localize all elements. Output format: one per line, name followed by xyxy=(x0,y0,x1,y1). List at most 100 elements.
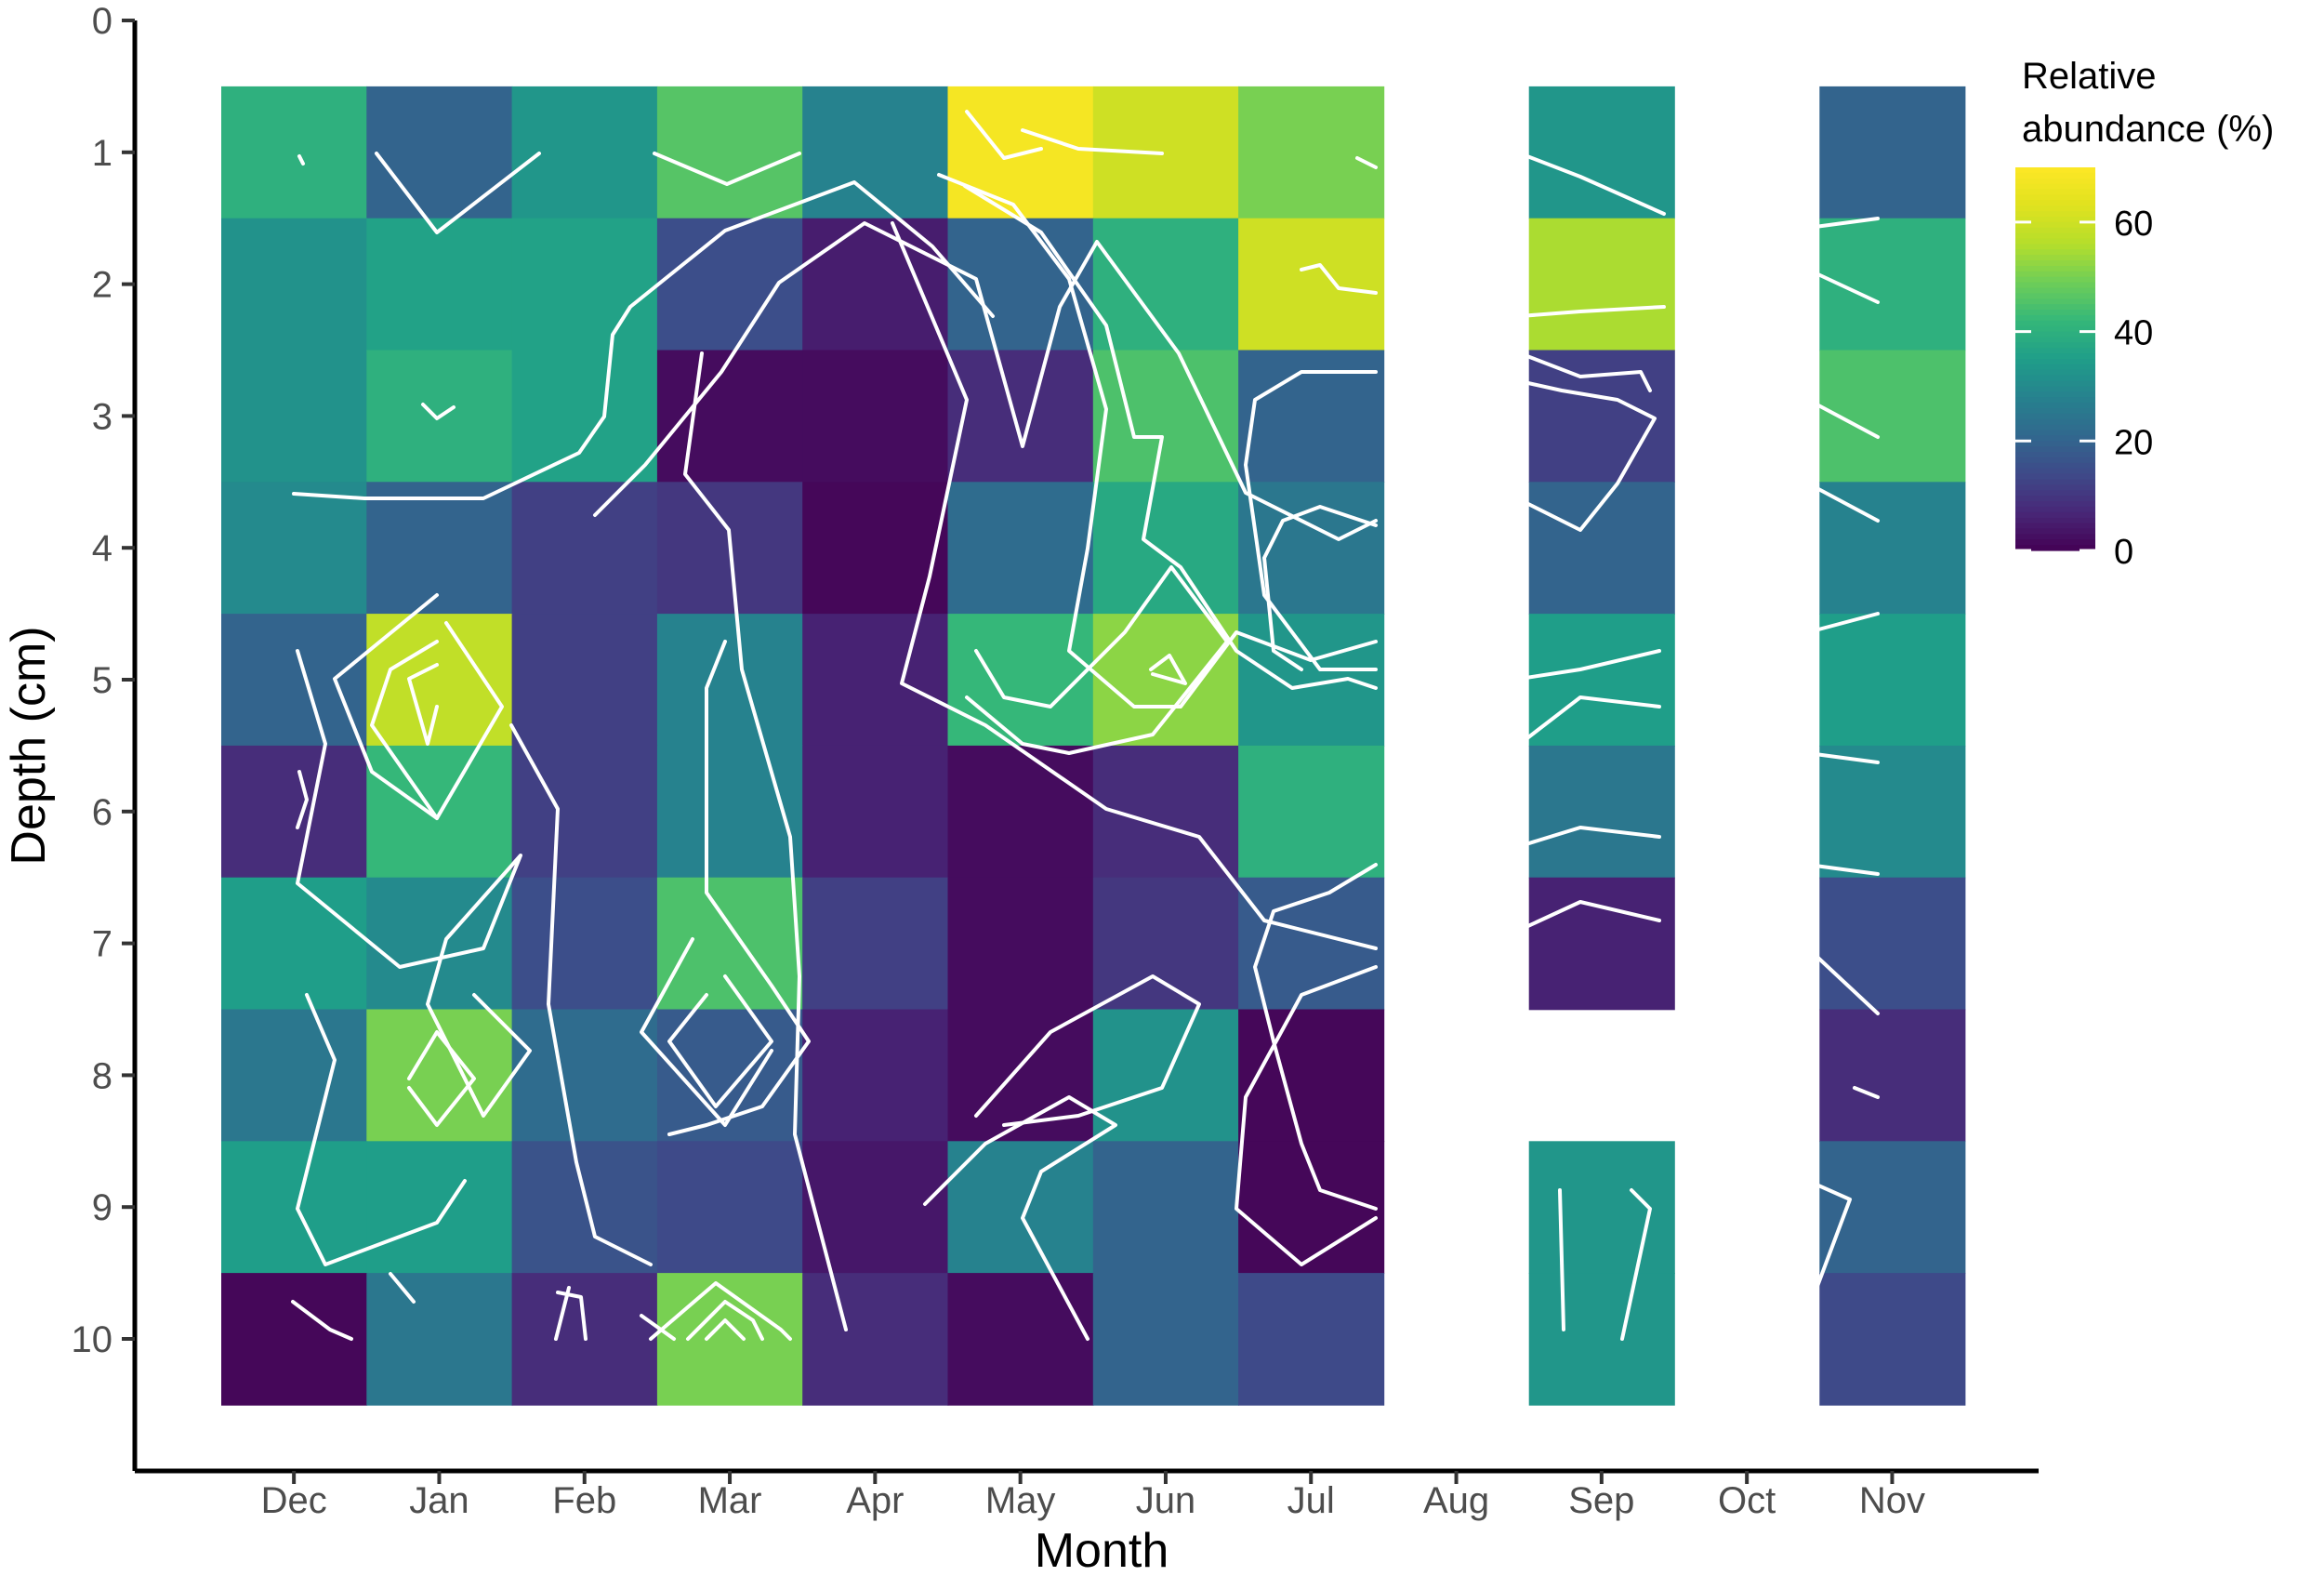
colorbar-segment xyxy=(2015,189,2095,196)
heatmap-cells xyxy=(221,86,1966,1406)
colorbar-segment xyxy=(2015,484,2095,491)
contour-line xyxy=(1235,965,1378,1266)
y-tick-label: 4 xyxy=(92,528,112,569)
x-axis-title: Month xyxy=(1035,1524,1169,1576)
legend-title-line1: Relative xyxy=(2022,56,2157,97)
colorbar-segment xyxy=(2015,320,2095,327)
x-tick-label: Dec xyxy=(261,1480,327,1521)
heatmap-cell xyxy=(1819,1009,1966,1143)
colorbar-tick-label: 40 xyxy=(2114,314,2153,353)
heatmap-cell xyxy=(1528,745,1675,879)
contour-line xyxy=(1518,379,1657,532)
heatmap-cell xyxy=(1238,1141,1385,1274)
heatmap-cell xyxy=(221,745,368,879)
heatmap-cell xyxy=(511,1009,658,1143)
colorbar-segment xyxy=(2015,441,2095,447)
contour-line xyxy=(1853,1086,1880,1099)
colorbar-segment xyxy=(2015,348,2095,354)
contour-line xyxy=(1518,900,1661,932)
heatmap-cell xyxy=(947,614,1094,747)
x-axis-ticks: Dec Jan Feb Mar Apr May Jun Jul Aug Sep Oct Nov xyxy=(261,1471,1925,1521)
heatmap-cell xyxy=(221,218,368,351)
colorbar-segment xyxy=(2015,172,2095,179)
contour-line xyxy=(370,621,504,820)
y-tick-label: 6 xyxy=(92,792,112,833)
colorbar-segment xyxy=(2015,490,2095,497)
heatmap-cell xyxy=(1819,1141,1966,1274)
heatmap-cell xyxy=(511,614,658,747)
colorbar-segment xyxy=(2015,167,2095,174)
contour-line xyxy=(296,649,532,1118)
contour-line xyxy=(1518,305,1666,318)
colorbar-segment xyxy=(2015,359,2095,365)
colorbar-segment xyxy=(2015,298,2095,305)
heatmap-cell xyxy=(221,482,368,615)
heatmap-cell xyxy=(1092,1273,1239,1406)
contour-line xyxy=(965,565,1229,755)
y-tick-label: 9 xyxy=(92,1187,112,1228)
heatmap-cell xyxy=(1528,614,1675,747)
heatmap-cell xyxy=(1819,877,1966,1011)
contour-lines xyxy=(291,110,1880,1341)
contour-line xyxy=(593,221,1378,541)
contour-line xyxy=(509,723,653,1266)
colorbar-segment xyxy=(2015,221,2095,229)
heatmap-cell xyxy=(802,350,949,483)
heatmap-cell xyxy=(511,350,658,483)
colorbar-segment xyxy=(2015,265,2095,272)
heatmap-cell xyxy=(1819,1273,1966,1406)
legend-title-line2: abundance (%) xyxy=(2022,109,2274,150)
heatmap-cell xyxy=(1528,86,1675,219)
contour-line xyxy=(296,770,309,829)
colorbar-segment xyxy=(2015,331,2095,338)
colorbar-segment xyxy=(2015,211,2095,218)
colorbar-segment xyxy=(2015,369,2095,377)
heatmap-cell xyxy=(1819,86,1966,219)
x-tick-label: Nov xyxy=(1859,1480,1925,1521)
colorbar-segment xyxy=(2015,260,2095,267)
colorbar-segment xyxy=(2015,364,2095,371)
colorbar-segment xyxy=(2015,178,2095,185)
colorbar-segment xyxy=(2015,276,2095,284)
colorbar-segment xyxy=(2015,391,2095,398)
x-tick-label: Oct xyxy=(1718,1480,1776,1521)
colorbar-segment xyxy=(2015,430,2095,436)
contour-line xyxy=(1518,826,1661,848)
colorbar-tick-label: 20 xyxy=(2114,423,2153,462)
colorbar-segment xyxy=(2015,435,2095,442)
heatmap-cell xyxy=(1819,745,1966,879)
colorbar-segment xyxy=(2015,517,2095,524)
heatmap-cell xyxy=(1238,350,1385,483)
colorbar-segment xyxy=(2015,386,2095,392)
heatmap-cell xyxy=(511,86,658,219)
contour-line xyxy=(1253,863,1378,1211)
heatmap-cell xyxy=(221,86,368,219)
colorbar-segment xyxy=(2015,523,2095,530)
heatmap-cell xyxy=(947,482,1094,615)
colorbar-segment xyxy=(2015,314,2095,322)
colorbar-segment xyxy=(2015,511,2095,519)
x-tick-label: Apr xyxy=(846,1480,904,1521)
contour-line xyxy=(683,351,848,1331)
contour-line xyxy=(1518,152,1666,216)
contour-line xyxy=(1806,482,1880,523)
contour-line xyxy=(1518,695,1661,746)
contour-line xyxy=(937,173,1378,709)
x-tick-label: Sep xyxy=(1568,1480,1634,1521)
colorbar-segment xyxy=(2015,227,2095,234)
colorbar-ticks: 0 20 40 60 xyxy=(2015,205,2153,572)
heatmap-cell xyxy=(511,218,658,351)
colorbar-segment xyxy=(2015,244,2095,250)
contour-line xyxy=(667,640,811,1136)
colorbar-tick-label: 60 xyxy=(2114,205,2153,244)
contour-line xyxy=(1806,947,1880,1015)
colorbar-segment xyxy=(2015,380,2095,388)
heatmap-cell xyxy=(1092,86,1239,219)
heatmap-cell xyxy=(656,1141,803,1274)
x-tick-label: Jul xyxy=(1287,1480,1335,1521)
contour-line xyxy=(1355,156,1378,169)
heatmap-cell xyxy=(366,877,513,1011)
contour-line xyxy=(686,1300,764,1341)
contour-line xyxy=(965,110,1043,160)
colorbar xyxy=(2015,167,2095,551)
